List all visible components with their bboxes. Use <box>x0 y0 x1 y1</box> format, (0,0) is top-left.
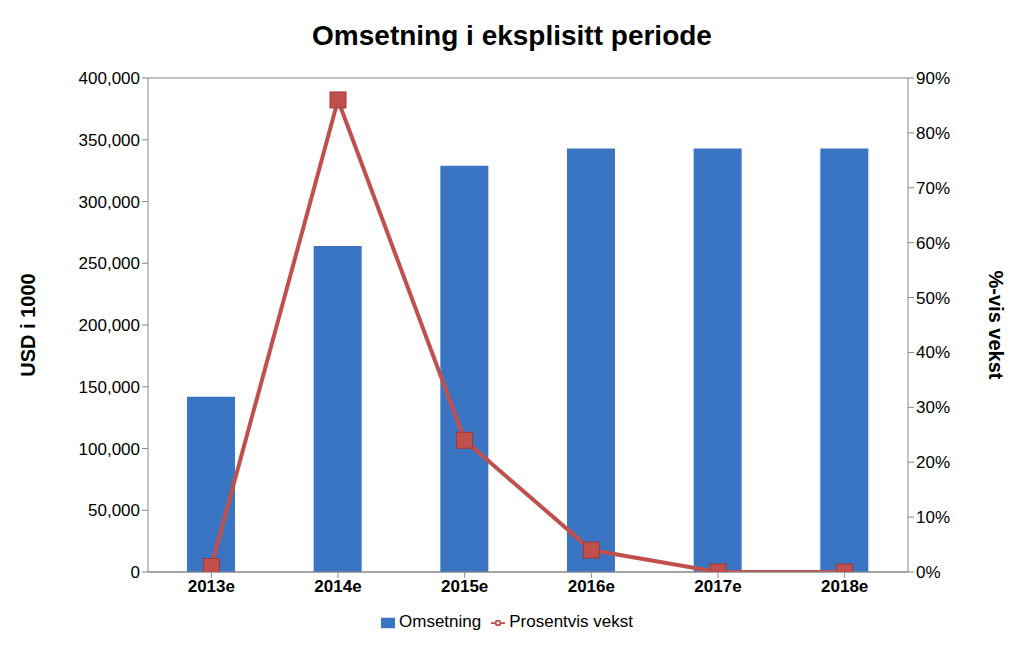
svg-text:80%: 80% <box>916 124 950 143</box>
svg-text:0: 0 <box>131 563 140 582</box>
svg-text:0%: 0% <box>916 563 941 582</box>
svg-text:60%: 60% <box>916 234 950 253</box>
svg-text:2015e: 2015e <box>441 577 488 596</box>
svg-text:150,000: 150,000 <box>79 378 140 397</box>
svg-text:300,000: 300,000 <box>79 193 140 212</box>
html-text:Omsetning i eksplisitt periode: Omsetning i eksplisitt periode <box>312 20 712 51</box>
svg-text:100,000: 100,000 <box>79 440 140 459</box>
html-text:Omsetning: Omsetning <box>399 612 482 631</box>
svg-text:20%: 20% <box>916 453 950 472</box>
svg-text:30%: 30% <box>916 398 950 417</box>
svg-text:2016e: 2016e <box>568 577 615 596</box>
svg-text:250,000: 250,000 <box>79 254 140 273</box>
svg-text:350,000: 350,000 <box>79 131 140 150</box>
svg-text:200,000: 200,000 <box>79 316 140 335</box>
html-text:Prosentvis vekst: Prosentvis vekst <box>509 612 633 631</box>
svg-text:50,000: 50,000 <box>88 501 140 520</box>
svg-text:2017e: 2017e <box>694 577 741 596</box>
svg-text:40%: 40% <box>916 343 950 362</box>
svg-text:2018e: 2018e <box>821 577 868 596</box>
svg-text:70%: 70% <box>916 179 950 198</box>
svg-text:USD i 1000: USD i 1000 <box>17 273 39 376</box>
svg-text:50%: 50% <box>916 289 950 308</box>
svg-text:10%: 10% <box>916 508 950 527</box>
svg-text:400,000: 400,000 <box>79 69 140 88</box>
svg-text:2013e: 2013e <box>188 577 235 596</box>
svg-text:2014e: 2014e <box>314 577 361 596</box>
svg-text:%-vis vekst: %-vis vekst <box>985 271 1007 380</box>
svg-text:90%: 90% <box>916 69 950 88</box>
